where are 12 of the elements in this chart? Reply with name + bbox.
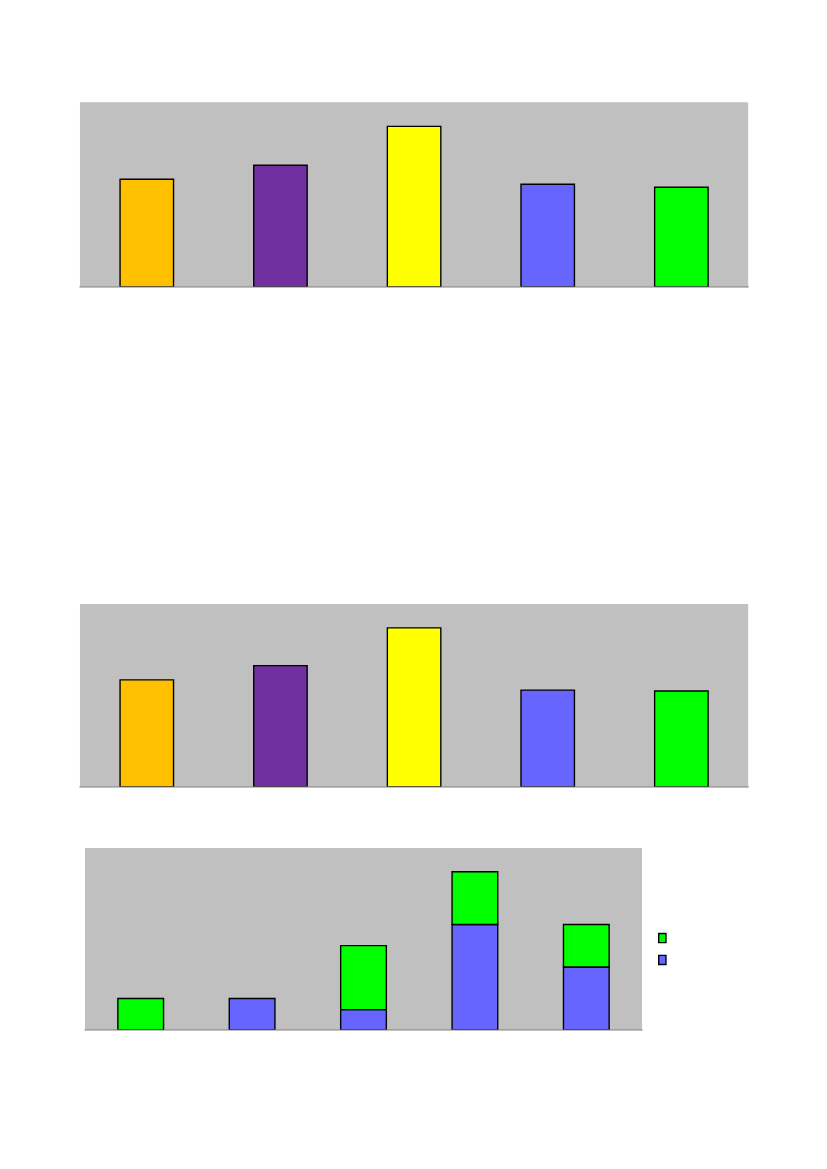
bar [117,997,165,1031]
bar [253,164,308,287]
bar [119,178,175,287]
bar [386,627,442,787]
bar [119,679,175,787]
bar [653,186,709,287]
bar [228,997,276,1031]
bar [653,690,709,787]
bar [386,125,442,287]
bar [520,689,576,787]
bar [520,183,576,287]
bar [253,664,308,787]
